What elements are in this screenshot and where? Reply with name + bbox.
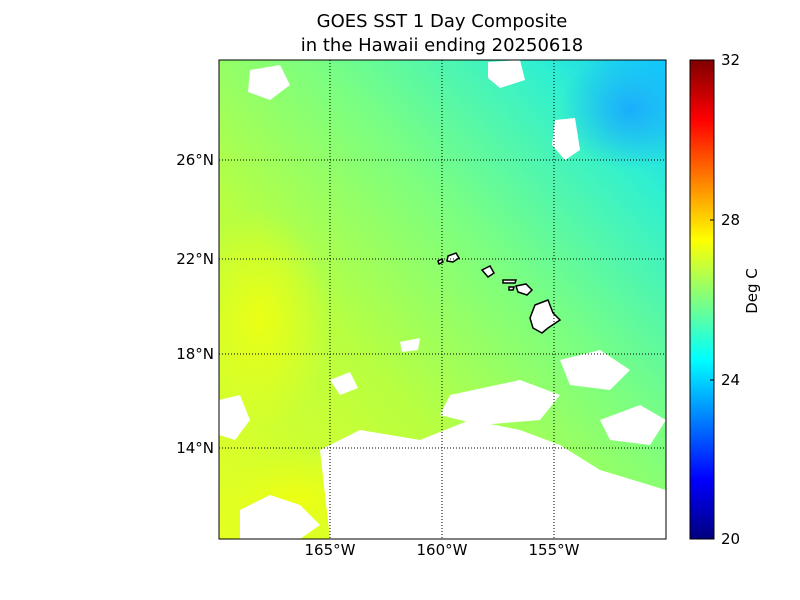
colorbar-unit-label: Deg C (743, 268, 761, 314)
lat-label-26n: 26°N (176, 151, 214, 169)
cloud-mask (219, 60, 666, 539)
graticule (219, 60, 666, 539)
island-niihau (437, 257, 444, 266)
map-title-line2: in the Hawaii ending 20250618 (300, 35, 584, 56)
island-kauai (446, 252, 461, 263)
island-lanai (508, 286, 516, 291)
island-oahu (480, 265, 495, 278)
sst-field (219, 60, 666, 539)
colorbar-tick-20: 20 (721, 530, 741, 548)
lon-label-165w: 165°W (304, 541, 356, 559)
lat-label-22n: 22°N (176, 250, 214, 268)
lon-label-155w: 155°W (528, 541, 580, 559)
lat-label-18n: 18°N (176, 345, 214, 363)
colorbar (689, 59, 715, 540)
colorbar-tick-32: 32 (721, 51, 741, 69)
hawaiian-islands (437, 252, 562, 334)
colorbar-ticks (710, 59, 714, 540)
colorbar-tick-24: 24 (721, 371, 741, 389)
island-hawaii (529, 299, 562, 334)
island-molokai (502, 279, 518, 284)
lon-label-160w: 160°W (416, 541, 468, 559)
lat-label-14n: 14°N (176, 439, 214, 457)
map-frame (218, 59, 667, 540)
cool-water-patch (560, 60, 666, 170)
map-title-line1: GOES SST 1 Day Composite (316, 11, 568, 32)
island-maui (515, 283, 534, 296)
colorbar-tick-28: 28 (721, 211, 741, 229)
warm-water-patch (219, 210, 330, 430)
